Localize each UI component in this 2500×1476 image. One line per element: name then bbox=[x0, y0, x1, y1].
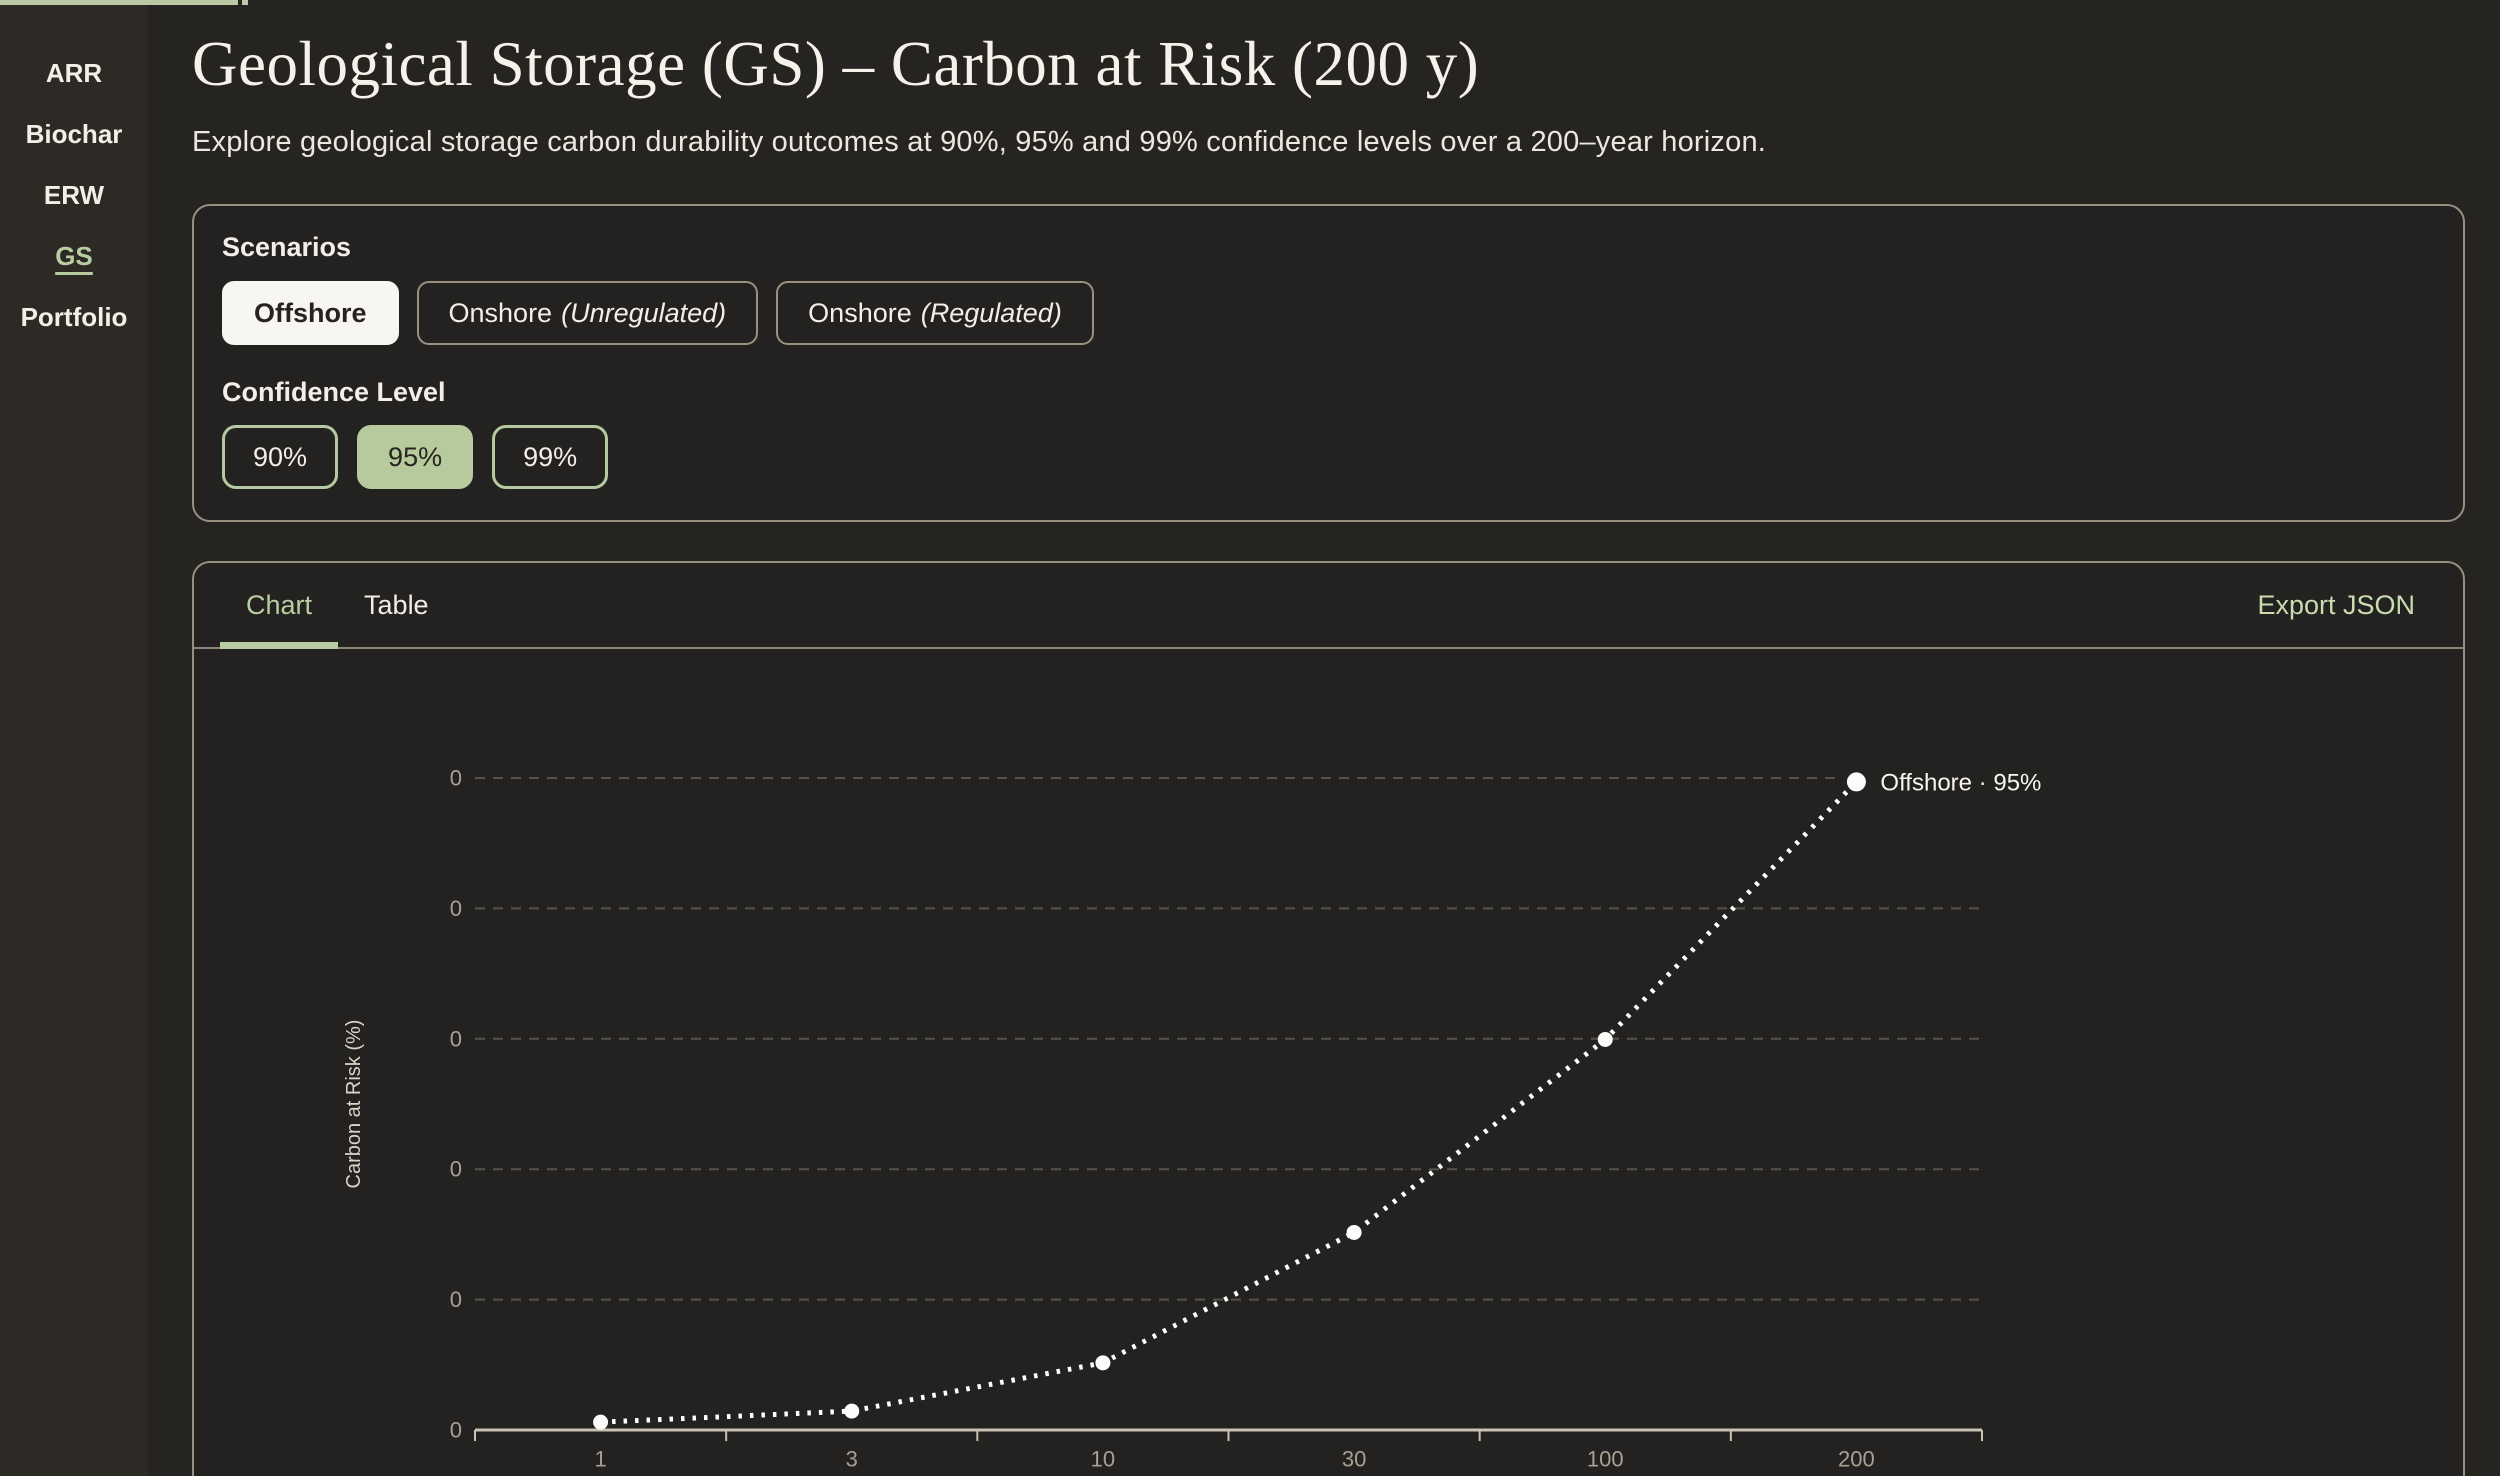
page-subtitle: Explore geological storage carbon durabi… bbox=[192, 126, 1767, 158]
y-axis-title: Carbon at Risk (%) bbox=[343, 1020, 365, 1189]
y-tick-label: 0 bbox=[450, 766, 462, 791]
x-tick-label: 1 bbox=[594, 1447, 606, 1472]
tab-chart[interactable]: Chart bbox=[220, 563, 339, 649]
tab-table[interactable]: Table bbox=[364, 589, 429, 620]
sidebar-nav: ARR Biochar ERW GS Portfolio bbox=[0, 5, 148, 348]
sidebar-item-biochar[interactable]: Biochar bbox=[25, 119, 123, 149]
scenario-button-suffix: (Regulated) bbox=[920, 297, 1062, 328]
scenario-button-onshore-unregulated[interactable]: Onshore (Unregulated) bbox=[416, 281, 759, 345]
sidebar-item-arr[interactable]: ARR bbox=[45, 58, 103, 88]
x-tick-label: 200 bbox=[1838, 1447, 1875, 1472]
confidence-chip-90[interactable]: 90% bbox=[222, 425, 339, 489]
top-accent-strip-notch bbox=[238, 0, 242, 5]
page-title: Geological Storage (GS) – Carbon at Risk… bbox=[192, 29, 1480, 99]
sidebar-item-gs[interactable]: GS bbox=[55, 241, 93, 271]
series-label: Offshore · 95% bbox=[1880, 769, 2041, 796]
export-json-link[interactable]: Export JSON bbox=[2257, 589, 2415, 620]
sidebar-item-erw[interactable]: ERW bbox=[43, 180, 105, 210]
chart-card: Chart Table Export JSON 0 0 0 0 0 0 1 3 10 30 100 2… bbox=[192, 561, 2465, 1476]
sidebar-item-portfolio[interactable]: Portfolio bbox=[20, 302, 128, 332]
y-tick-label: 0 bbox=[450, 1418, 462, 1443]
confidence-label: Confidence Level bbox=[222, 377, 446, 407]
chart-canvas: 0 0 0 0 0 0 1 3 10 30 100 200 Carbon at Risk (%) Offs… bbox=[343, 766, 2041, 1472]
scenario-button-onshore-regulated[interactable]: Onshore (Regulated) bbox=[776, 281, 1094, 345]
data-point[interactable] bbox=[844, 1403, 860, 1419]
tab-bar: Chart Table Export JSON bbox=[194, 563, 2463, 649]
scenarios-label: Scenarios bbox=[222, 232, 352, 262]
scenario-button-row: Offshore Onshore (Unregulated) Onshore (… bbox=[222, 281, 2435, 345]
data-point[interactable] bbox=[1846, 772, 1866, 792]
confidence-chip-95[interactable]: 95% bbox=[357, 425, 474, 489]
x-tick-label: 10 bbox=[1091, 1447, 1115, 1472]
scenario-button-offshore[interactable]: Offshore bbox=[222, 281, 399, 345]
scenario-button-label: Onshore bbox=[808, 297, 912, 328]
data-point[interactable] bbox=[1597, 1031, 1613, 1047]
confidence-chip-99[interactable]: 99% bbox=[492, 425, 609, 489]
controls-card: Scenarios Offshore Onshore (Unregulated)… bbox=[192, 204, 2465, 522]
series-line bbox=[600, 780, 1859, 1425]
main-content: Geological Storage (GS) – Carbon at Risk… bbox=[148, 0, 2500, 1476]
x-tick-label: 30 bbox=[1342, 1447, 1366, 1472]
data-point[interactable] bbox=[1095, 1355, 1111, 1371]
scenario-button-suffix: (Unregulated) bbox=[561, 297, 727, 328]
chart-area: 0 0 0 0 0 0 1 3 10 30 100 200 Carbon at Risk (%) Offs… bbox=[194, 649, 2463, 1476]
sidebar: ARR Biochar ERW GS Portfolio bbox=[0, 5, 148, 1476]
y-tick-label: 0 bbox=[450, 1026, 462, 1051]
y-tick-label: 0 bbox=[450, 1157, 462, 1182]
confidence-chip-row: 90% 95% 99% bbox=[222, 425, 2435, 489]
y-tick-label: 0 bbox=[450, 896, 462, 921]
scenario-button-label: Offshore bbox=[254, 297, 367, 328]
data-point[interactable] bbox=[593, 1414, 609, 1430]
x-tick-label: 100 bbox=[1587, 1447, 1624, 1472]
data-point[interactable] bbox=[1346, 1224, 1362, 1240]
scenario-button-label: Onshore bbox=[448, 297, 553, 328]
x-tick-label: 3 bbox=[846, 1447, 858, 1472]
top-accent-strip bbox=[0, 0, 248, 5]
y-tick-label: 0 bbox=[450, 1287, 462, 1312]
